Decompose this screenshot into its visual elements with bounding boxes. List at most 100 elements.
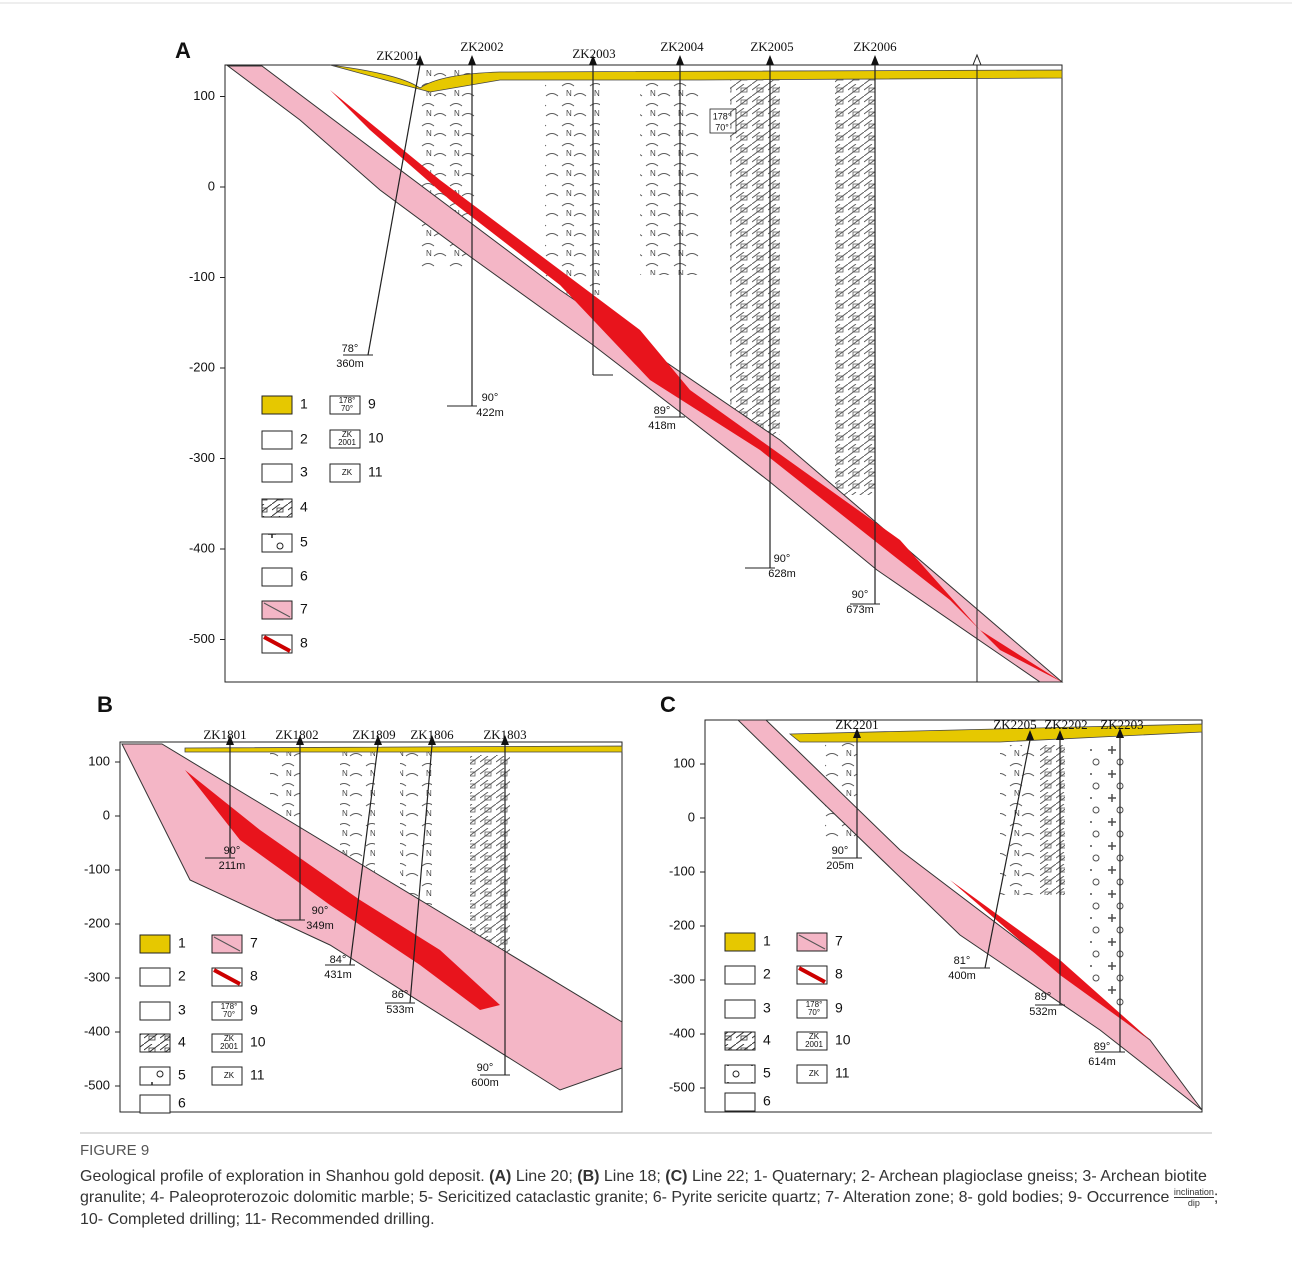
hole-name: ZK2004 [660,39,704,54]
hole-name: ZK2006 [853,39,897,54]
hole-angle: 89° [654,405,671,417]
legend-number: 10 [368,430,384,446]
legend-number: 4 [178,1034,186,1050]
fraction-top: inclination [1174,1187,1214,1198]
legend-number: 11 [250,1067,265,1083]
legend-swatch [140,968,170,986]
legend-swatch [262,396,292,414]
hole-name: ZK2201 [835,717,878,732]
hole-name: ZK2203 [1100,717,1143,732]
legend-swatch [262,534,292,552]
legend-number: 10 [835,1032,851,1048]
figure-label: FIGURE 9 [80,1140,1220,1162]
legend-number: 8 [300,635,308,651]
legend-number: 1 [300,396,308,412]
page: N [0,0,1292,1263]
legend-number: 8 [250,968,258,984]
hole-name: ZK2001 [376,48,419,63]
legend-number: 5 [178,1067,186,1083]
legend-symbol-text: 70° [341,404,353,413]
y-tick-label: 100 [673,755,695,770]
caption: FIGURE 9 Geological profile of explorati… [80,1140,1220,1230]
lithology [1000,745,1035,895]
legend-number: 4 [763,1032,771,1048]
hole-name: ZK2002 [460,39,503,54]
lithology [1040,745,1065,895]
hole-name: ZK1803 [483,727,526,742]
panel-ref: (C) [665,1168,687,1185]
legend-symbol-text: 70° [223,1010,235,1019]
y-tick-label: 100 [88,753,110,768]
panel-ref: (A) [489,1168,511,1185]
drill-marker [871,55,879,65]
hole-angle: 89° [1035,991,1052,1003]
legend-number: 6 [300,568,308,584]
legend-swatch [140,1034,170,1052]
legend-swatch [140,1002,170,1020]
y-tick-label: -400 [84,1023,110,1038]
occurrence-text: 178° [713,111,732,121]
lithology [835,75,875,495]
legend-symbol-text: ZK [809,1069,820,1078]
hole-depth: 360m [336,358,364,370]
y-tick-label: -200 [189,359,215,374]
fraction-bottom: dip [1174,1198,1214,1208]
hole-angle: 90° [852,589,869,601]
legend-symbol-text: ZK [224,1071,235,1080]
panel-label: C [660,692,676,717]
legend-number: 9 [835,1000,843,1016]
y-tick-label: -400 [669,1025,695,1040]
legend-number: 2 [763,966,771,982]
occurrence-text: 70° [715,122,729,132]
legend-number: 4 [300,499,308,515]
hole-name: ZK1809 [352,727,395,742]
panel-a-geology [225,65,1062,682]
legend-swatch [725,1093,755,1111]
hole-angle: 81° [954,955,971,967]
legend-swatch [262,431,292,449]
hole-angle: 90° [832,845,849,857]
hole-name: ZK1802 [275,727,318,742]
legend-symbol-text: 2001 [220,1042,238,1051]
lithology [640,75,700,275]
drill-marker [468,55,476,65]
hole-depth: 673m [846,604,874,616]
hole-angle: 90° [312,905,329,917]
hole-depth: 211m [219,860,246,872]
legend-number: 2 [178,968,186,984]
hole-angle: 90° [224,845,241,857]
legend-number: 6 [178,1095,186,1111]
hole-name: ZK2005 [750,39,793,54]
hole-depth: 422m [476,407,504,419]
caption-part: Geological profile of exploration in Sha… [80,1168,485,1185]
lithology [730,75,780,435]
hole-name: ZK1806 [410,727,454,742]
legend-swatch [140,935,170,953]
caption-text: Geological profile of exploration in Sha… [80,1166,1220,1231]
legend-swatch [140,1067,170,1085]
hole-depth: 400m [948,970,976,982]
hole-angle: 90° [482,392,499,404]
hole-depth: 205m [826,860,854,872]
lithology [545,75,600,295]
legend-number: 3 [763,1000,771,1016]
legend-number: 11 [368,464,383,480]
hole-depth: 533m [386,1004,414,1016]
hole-depth: 418m [648,420,676,432]
drill-marker [676,55,684,65]
hole-name: ZK2205 [993,717,1036,732]
figure: N [0,0,1292,1135]
hole-depth: 532m [1029,1006,1057,1018]
hole-name: ZK2003 [572,46,615,61]
hole-name: ZK2202 [1044,717,1087,732]
y-tick-label: -400 [189,540,215,555]
legend-number: 2 [300,431,308,447]
legend-number: 1 [178,935,186,951]
hole-angle: 89° [1094,1041,1111,1053]
hole-angle: 78° [342,343,359,355]
panel-label: B [97,692,113,717]
hole-angle: 84° [330,954,347,966]
legend-number: 7 [300,601,308,617]
y-tick-label: -200 [669,917,695,932]
